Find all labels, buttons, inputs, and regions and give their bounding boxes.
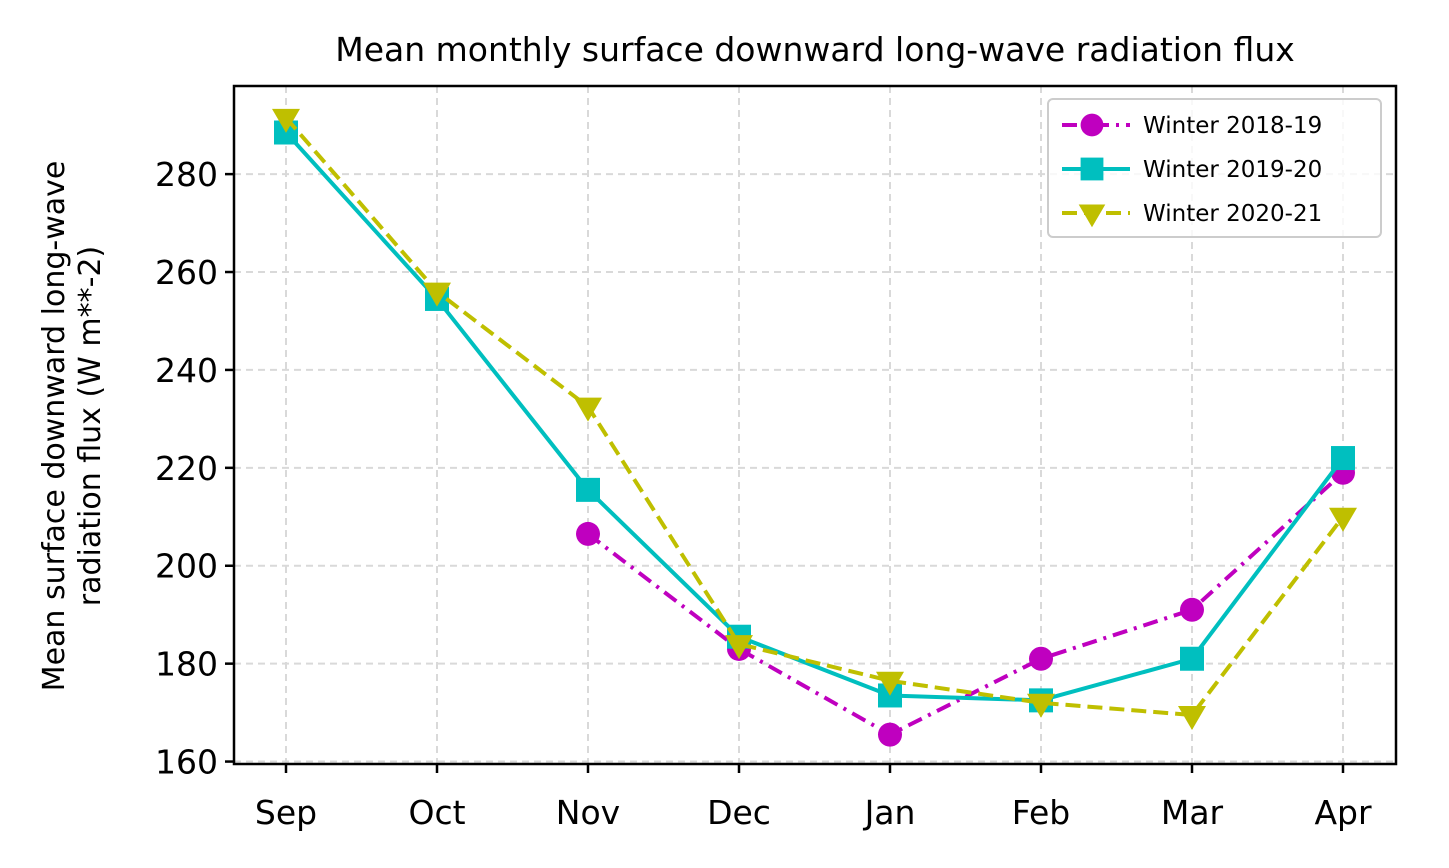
x-tick-label: Feb — [1012, 793, 1070, 832]
y-axis-label-line-2: radiation flux (W m**-2) — [73, 246, 108, 606]
axes: Sep Oct Nov Dec Jan Feb Mar Apr 160 180 200 220 240 2… — [155, 155, 1372, 832]
x-tick-label: Sep — [255, 793, 317, 832]
legend-label: Winter 2019-20 — [1143, 157, 1322, 183]
data-point — [423, 282, 451, 307]
y-tick-label: 200 — [155, 547, 218, 586]
series-line — [284, 131, 1345, 703]
y-tick-label: 160 — [155, 743, 218, 782]
data-point — [876, 671, 904, 696]
legend-box — [1047, 98, 1382, 238]
x-tick-label: Oct — [408, 793, 465, 832]
data-point — [576, 521, 600, 546]
legend-marker — [1080, 113, 1104, 137]
x-tick-label: Apr — [1314, 793, 1372, 832]
legend-label: Winter 2018-19 — [1143, 113, 1322, 139]
data-point — [1027, 693, 1055, 718]
series-3 — [272, 108, 1357, 731]
data-point — [1331, 446, 1355, 471]
data-point — [1180, 646, 1204, 671]
y-tick-label: 260 — [155, 253, 218, 292]
x-tick-label: Nov — [556, 793, 620, 832]
legend-marker — [1078, 204, 1106, 228]
data-point — [574, 397, 602, 422]
legend-label: Winter 2020-21 — [1143, 201, 1322, 227]
data-point — [272, 108, 300, 133]
y-tick-label: 220 — [155, 449, 218, 488]
y-tick-label: 240 — [155, 351, 218, 390]
legend: Winter 2018-19 Winter 2019-20 Winter 2020-… — [1047, 98, 1382, 238]
data-point — [878, 722, 902, 747]
data-point — [1180, 597, 1204, 622]
x-tick-label: Dec — [707, 793, 771, 832]
y-tick-label: 180 — [155, 645, 218, 684]
x-tick-label: Mar — [1161, 793, 1224, 832]
y-tick-label: 280 — [155, 155, 218, 194]
chart-title: Mean monthly surface downward long-wave … — [335, 30, 1295, 69]
series — [272, 108, 1357, 747]
legend-marker — [1080, 157, 1104, 181]
plot-frame — [232, 84, 1398, 766]
series-line — [284, 116, 1345, 718]
data-point — [1029, 646, 1053, 671]
data-point — [1329, 507, 1357, 532]
data-point — [576, 477, 600, 502]
data-point — [725, 635, 753, 660]
y-axis-label-line-1: Mean surface downward long-wave — [37, 161, 72, 692]
x-tick-label: Jan — [863, 793, 916, 832]
data-point — [1178, 706, 1206, 731]
